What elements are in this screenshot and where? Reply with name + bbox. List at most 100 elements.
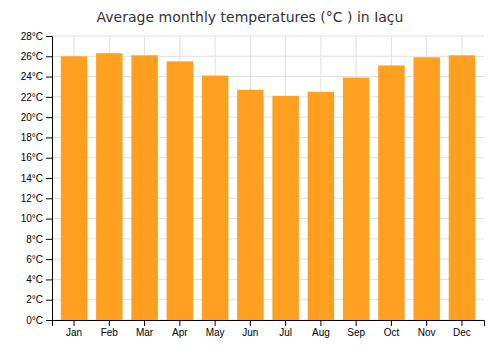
tick-mark [46, 279, 52, 280]
tick-mark [320, 320, 321, 326]
tick: May [206, 320, 225, 338]
tick-mark [46, 300, 52, 301]
tick: Mar [136, 320, 154, 338]
tick: 2°C [26, 294, 52, 305]
tick-mark [46, 198, 52, 199]
tick: 4°C [26, 274, 52, 285]
tick-label: 20°C [21, 112, 43, 123]
tick-mark [356, 320, 357, 326]
tick-label: 8°C [26, 234, 43, 245]
tick-mark [46, 137, 52, 138]
tick-label: 6°C [26, 254, 43, 265]
tick-mark [250, 320, 251, 326]
tick-label: Aug [312, 327, 330, 338]
chart: Jan Feb Mar Apr May Jun Jul Aug Sep Oct Nov Dec 0°C 2… [0, 0, 500, 350]
title: Average monthly temperatures (°C ) in Ia… [97, 9, 404, 25]
tick: 10°C [21, 213, 52, 224]
y-axis: 0°C 2°C 4°C 6°C 8°C 10°C 12°C 14°C 16°C 18°C 20°C 2… [21, 31, 53, 326]
tick-mark [46, 259, 52, 260]
tick-mark [144, 320, 145, 326]
tick: 8°C [26, 234, 52, 245]
tick-mark [46, 77, 52, 78]
tick-mark [46, 36, 52, 37]
bar [308, 92, 334, 320]
tick: Oct [384, 320, 400, 338]
bar [237, 90, 263, 320]
axis-line [53, 321, 485, 327]
tick: 28°C [21, 31, 52, 42]
tick-mark [391, 320, 392, 326]
tick-label: 4°C [26, 274, 43, 285]
tick-mark [46, 158, 52, 159]
bar [343, 78, 369, 320]
axis-line [46, 37, 53, 321]
tick-mark [285, 320, 286, 326]
tick-label: Jun [242, 327, 258, 338]
tick-label: 24°C [21, 71, 43, 82]
tick-mark [426, 320, 427, 326]
plot: Jan Feb Mar Apr May Jun Jul Aug Sep Oct Nov Dec 0°C 2… [21, 31, 485, 338]
tick: 18°C [21, 132, 52, 143]
tick-label: Sep [347, 327, 365, 338]
tick: 22°C [21, 92, 52, 103]
tick-mark [46, 56, 52, 57]
bar [61, 56, 87, 320]
tick-mark [46, 178, 52, 179]
tick-label: 2°C [26, 294, 43, 305]
bars [61, 53, 475, 320]
tick-mark [46, 320, 52, 321]
tick-mark [109, 320, 110, 326]
bar [449, 55, 475, 320]
tick-mark [215, 320, 216, 326]
bar [378, 65, 404, 320]
tick: Apr [172, 320, 188, 338]
tick: 20°C [21, 112, 52, 123]
tick: 26°C [21, 51, 52, 62]
tick-label: 26°C [21, 51, 43, 62]
tick-label: 22°C [21, 92, 43, 103]
bar [167, 61, 193, 320]
tick: 0°C [26, 315, 52, 326]
tick-label: Jan [66, 327, 82, 338]
x-axis: Jan Feb Mar Apr May Jun Jul Aug Sep Oct Nov Dec [53, 320, 485, 338]
tick-mark [74, 320, 75, 326]
grid-line [52, 36, 484, 37]
tick-mark [46, 117, 52, 118]
tick-label: May [206, 327, 225, 338]
tick-mark [179, 320, 180, 326]
bar [272, 96, 298, 320]
tick: 12°C [21, 193, 52, 204]
tick-label: Mar [136, 327, 154, 338]
bar [96, 53, 122, 320]
bar [413, 57, 439, 320]
grid [52, 36, 484, 320]
tick: 24°C [21, 71, 52, 82]
tick: Aug [312, 320, 330, 338]
tick: Jul [279, 320, 292, 338]
tick: Dec [453, 320, 471, 338]
tick-label: Nov [418, 327, 436, 338]
tick: Jun [242, 320, 258, 338]
tick-mark [46, 239, 52, 240]
tick-label: 18°C [21, 132, 43, 143]
tick-label: Jul [279, 327, 292, 338]
tick: 14°C [21, 173, 52, 184]
tick-label: 14°C [21, 173, 43, 184]
tick-label: 10°C [21, 213, 43, 224]
tick-mark [46, 97, 52, 98]
tick-label: 16°C [21, 152, 43, 163]
tick: 6°C [26, 254, 52, 265]
tick-label: Dec [453, 327, 471, 338]
tick: Nov [418, 320, 436, 338]
bar [131, 55, 157, 320]
tick-label: Oct [384, 327, 400, 338]
tick-label: Feb [101, 327, 119, 338]
tick-label: 28°C [21, 31, 43, 42]
tick: Jan [66, 320, 82, 338]
tick: Sep [347, 320, 365, 338]
tick-mark [461, 320, 462, 326]
tick-label: 0°C [26, 315, 43, 326]
tick-mark [46, 219, 52, 220]
tick-label: 12°C [21, 193, 43, 204]
bar [202, 76, 228, 320]
